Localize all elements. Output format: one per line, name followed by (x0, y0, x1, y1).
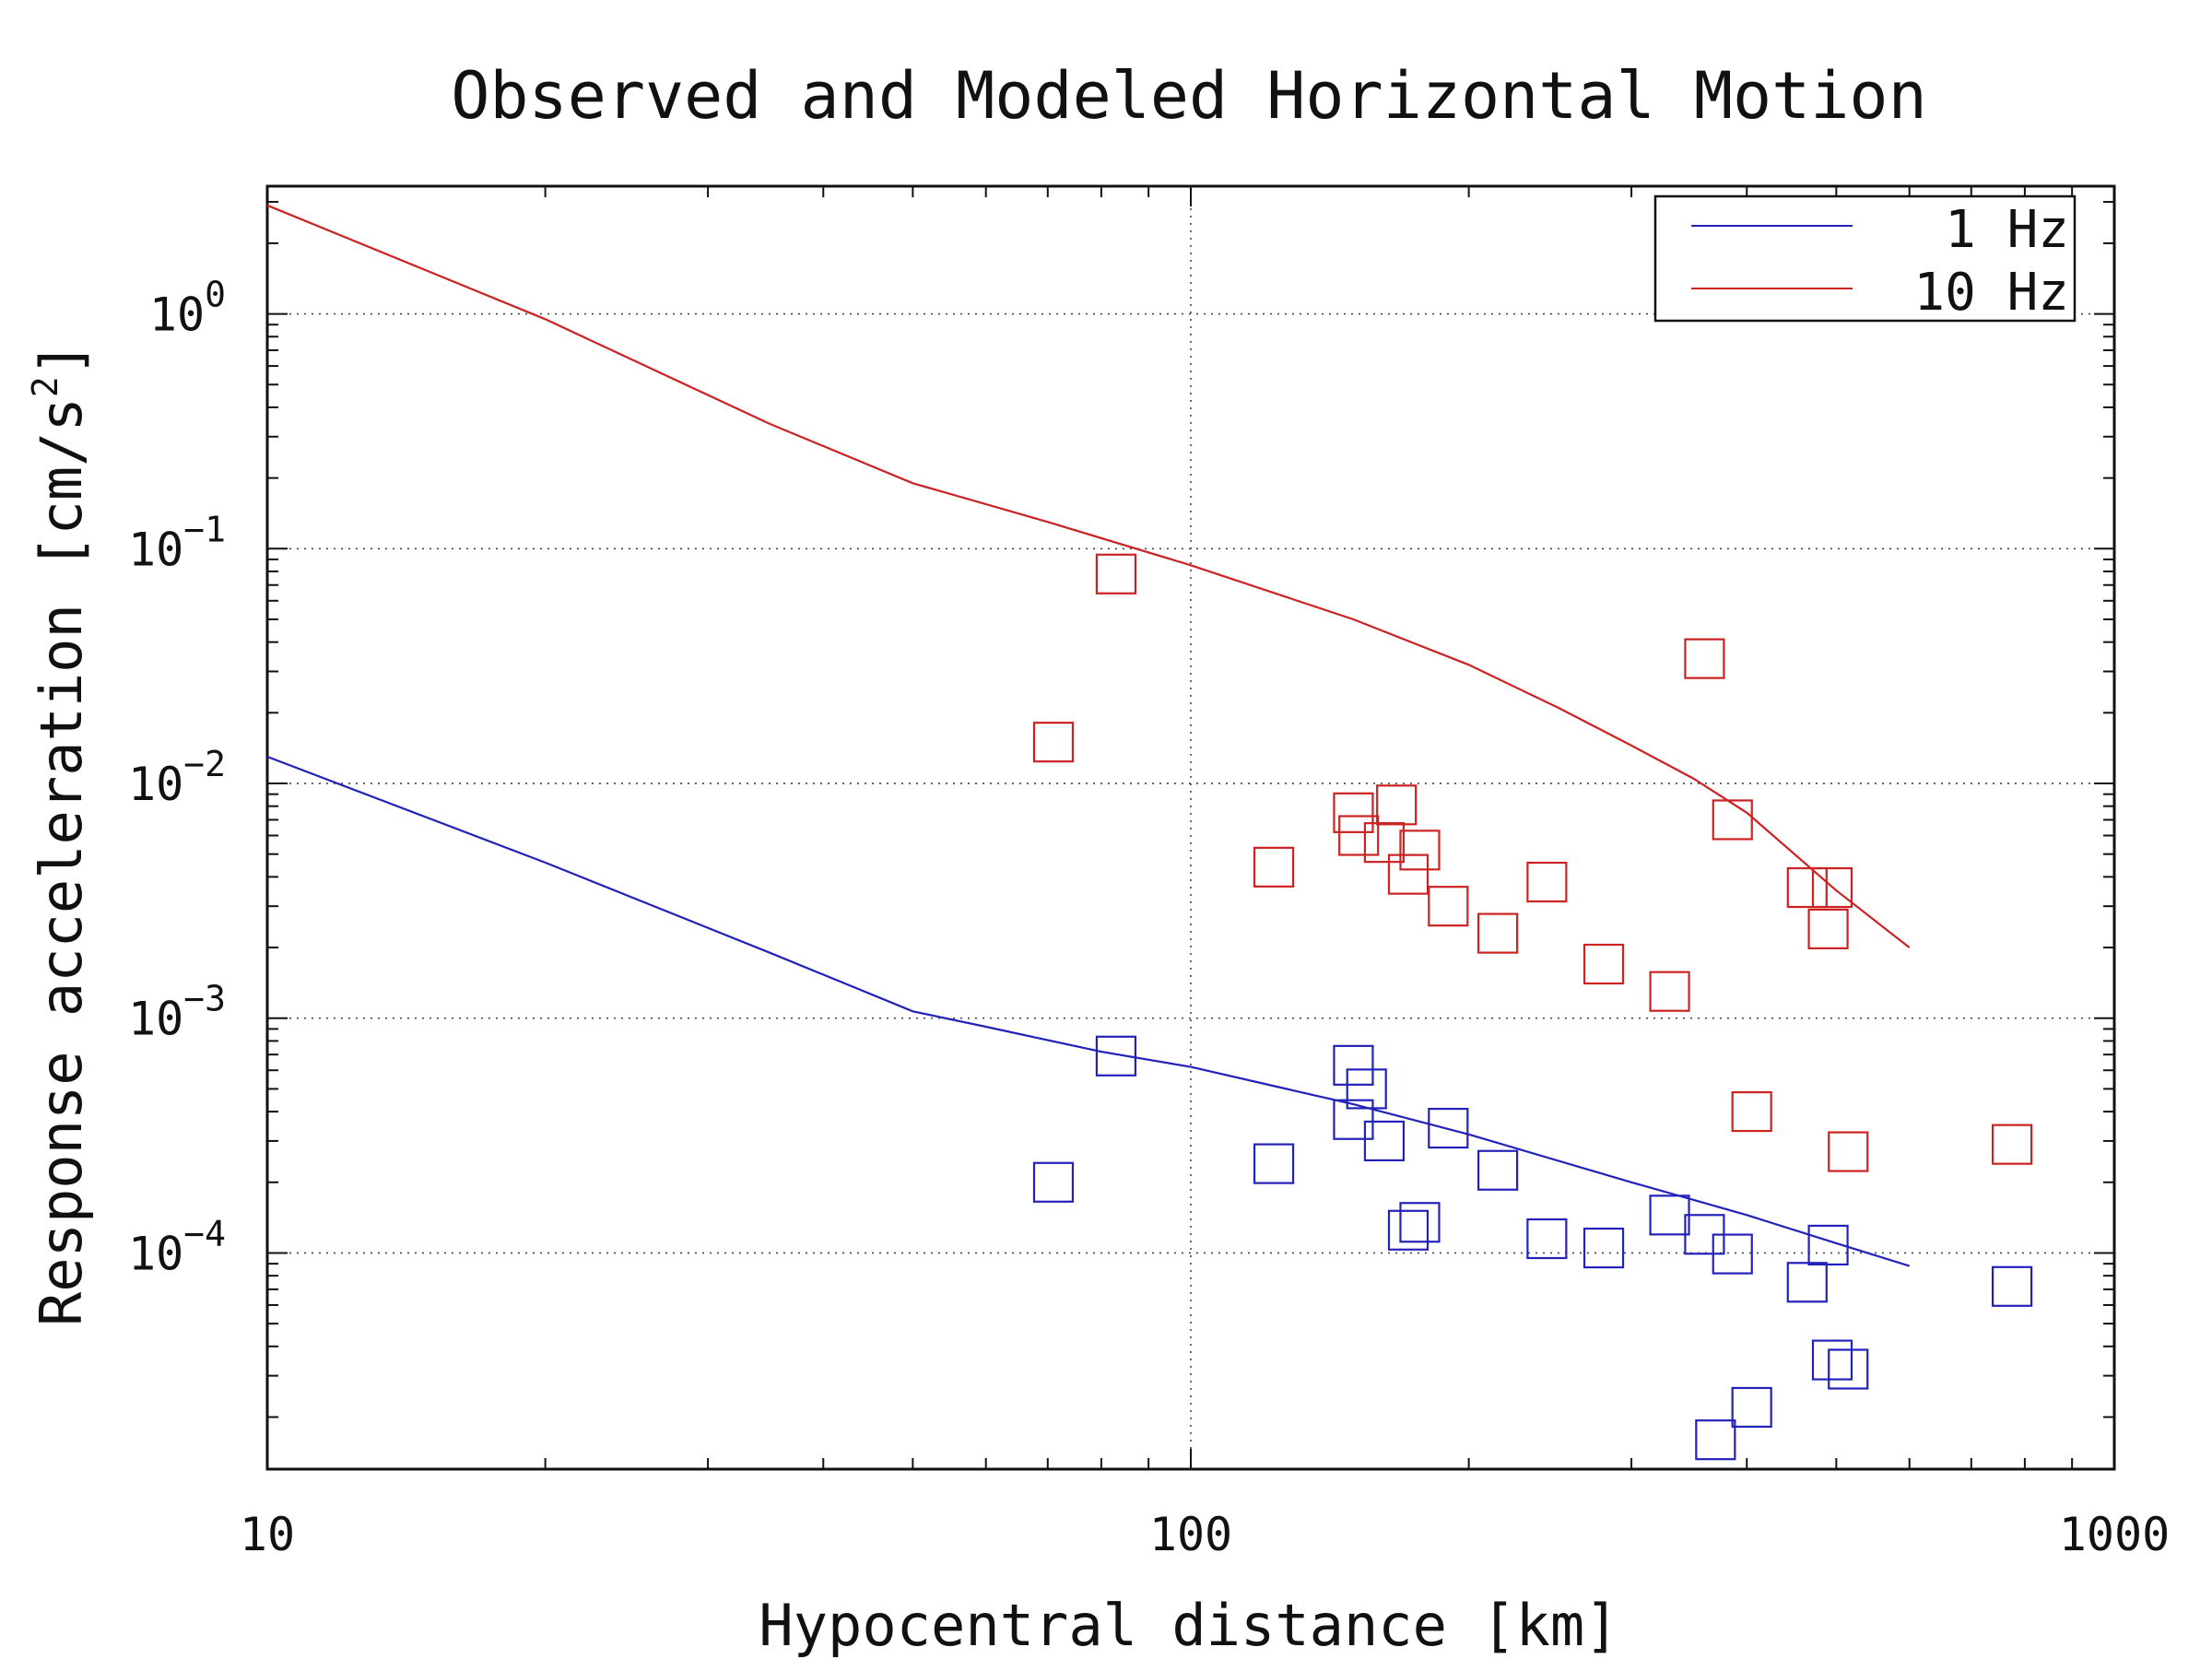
observed-point-1hz (1346, 1068, 1387, 1110)
observed-point-1hz (1786, 1262, 1828, 1303)
observed-point-10hz (1333, 792, 1374, 833)
observed-point-1hz (1428, 1107, 1469, 1149)
observed-point-1hz (1363, 1120, 1406, 1162)
y-axis-label: Response acceleration [cm/s2] (25, 342, 95, 1326)
observed-point-1hz (1583, 1227, 1625, 1269)
observed-point-10hz (1032, 722, 1075, 763)
observed-point-1hz (1712, 1233, 1753, 1275)
legend-label-10hz: 10 Hz (1913, 263, 2069, 323)
observed-points (1032, 553, 2033, 1461)
y-tick-label: 10−4 (128, 1213, 226, 1280)
observed-point-10hz (1807, 908, 1849, 949)
x-tick-labels: 10 100 1000 (240, 1508, 2170, 1561)
observed-point-1hz (1695, 1419, 1736, 1461)
y-tick-label: 10−1 (128, 509, 226, 576)
observed-point-1hz (1333, 1044, 1374, 1086)
observed-point-10hz (1387, 853, 1430, 895)
observed-point-1hz (1253, 1143, 1295, 1184)
observed-point-10hz (1811, 866, 1853, 909)
plot-frame (265, 184, 2116, 1471)
observed-point-1hz (1095, 1035, 1137, 1077)
x-axis-label: Hypocentral distance [km] (759, 1592, 1618, 1659)
observed-point-1hz (1807, 1224, 1849, 1266)
observed-point-1hz (1811, 1339, 1853, 1381)
observed-point-1hz (1991, 1265, 2033, 1307)
observed-point-10hz (1991, 1124, 2033, 1165)
observed-point-10hz (1828, 1131, 1869, 1172)
observed-point-1hz (1828, 1348, 1869, 1390)
observed-point-10hz (1095, 553, 1137, 594)
legend: 1 Hz 10 Hz (1653, 194, 2077, 323)
observed-point-10hz (1583, 943, 1625, 985)
observed-point-10hz (1253, 846, 1295, 888)
observed-point-10hz (1477, 912, 1519, 954)
observed-point-10hz (1428, 886, 1469, 927)
y-tick-label: 100 (149, 275, 226, 342)
observed-point-1hz (1032, 1161, 1075, 1203)
observed-point-10hz (1712, 799, 1753, 841)
observed-point-10hz (1786, 866, 1828, 909)
y-tick-label: 10−3 (128, 979, 226, 1046)
x-tick-label: 1000 (2059, 1508, 2170, 1561)
observed-point-1hz (1731, 1386, 1772, 1429)
observed-point-1hz (1477, 1149, 1519, 1191)
model-line-1hz (266, 755, 1911, 1267)
observed-point-10hz (1731, 1090, 1772, 1133)
x-tick-label: 100 (1149, 1508, 1232, 1561)
model-line-10hz (266, 204, 1911, 948)
observed-point-10hz (1649, 971, 1690, 1012)
model-curves (266, 204, 1911, 1267)
observed-point-10hz (1376, 784, 1418, 826)
x-tick-label: 10 (240, 1508, 295, 1561)
observed-point-1hz (1526, 1218, 1568, 1260)
tick-layer (266, 186, 2114, 1469)
y-tick-label: 10−2 (128, 744, 226, 811)
grid-layer (267, 186, 2114, 1469)
observed-point-1hz (1333, 1099, 1374, 1140)
y-tick-labels: 100 10−1 10−2 10−3 10−4 (128, 275, 226, 1281)
observed-point-1hz (1387, 1209, 1430, 1251)
observed-point-10hz (1363, 822, 1406, 864)
legend-box (1653, 194, 2077, 323)
observed-point-10hz (1399, 830, 1441, 871)
chart-title: Observed and Modeled Horizontal Motion (451, 58, 1926, 134)
observed-point-1hz (1399, 1202, 1441, 1243)
legend-label-1hz: 1 Hz (1945, 200, 2069, 260)
observed-point-10hz (1684, 638, 1725, 679)
observed-point-10hz (1526, 861, 1568, 903)
observed-point-10hz (1338, 815, 1380, 856)
